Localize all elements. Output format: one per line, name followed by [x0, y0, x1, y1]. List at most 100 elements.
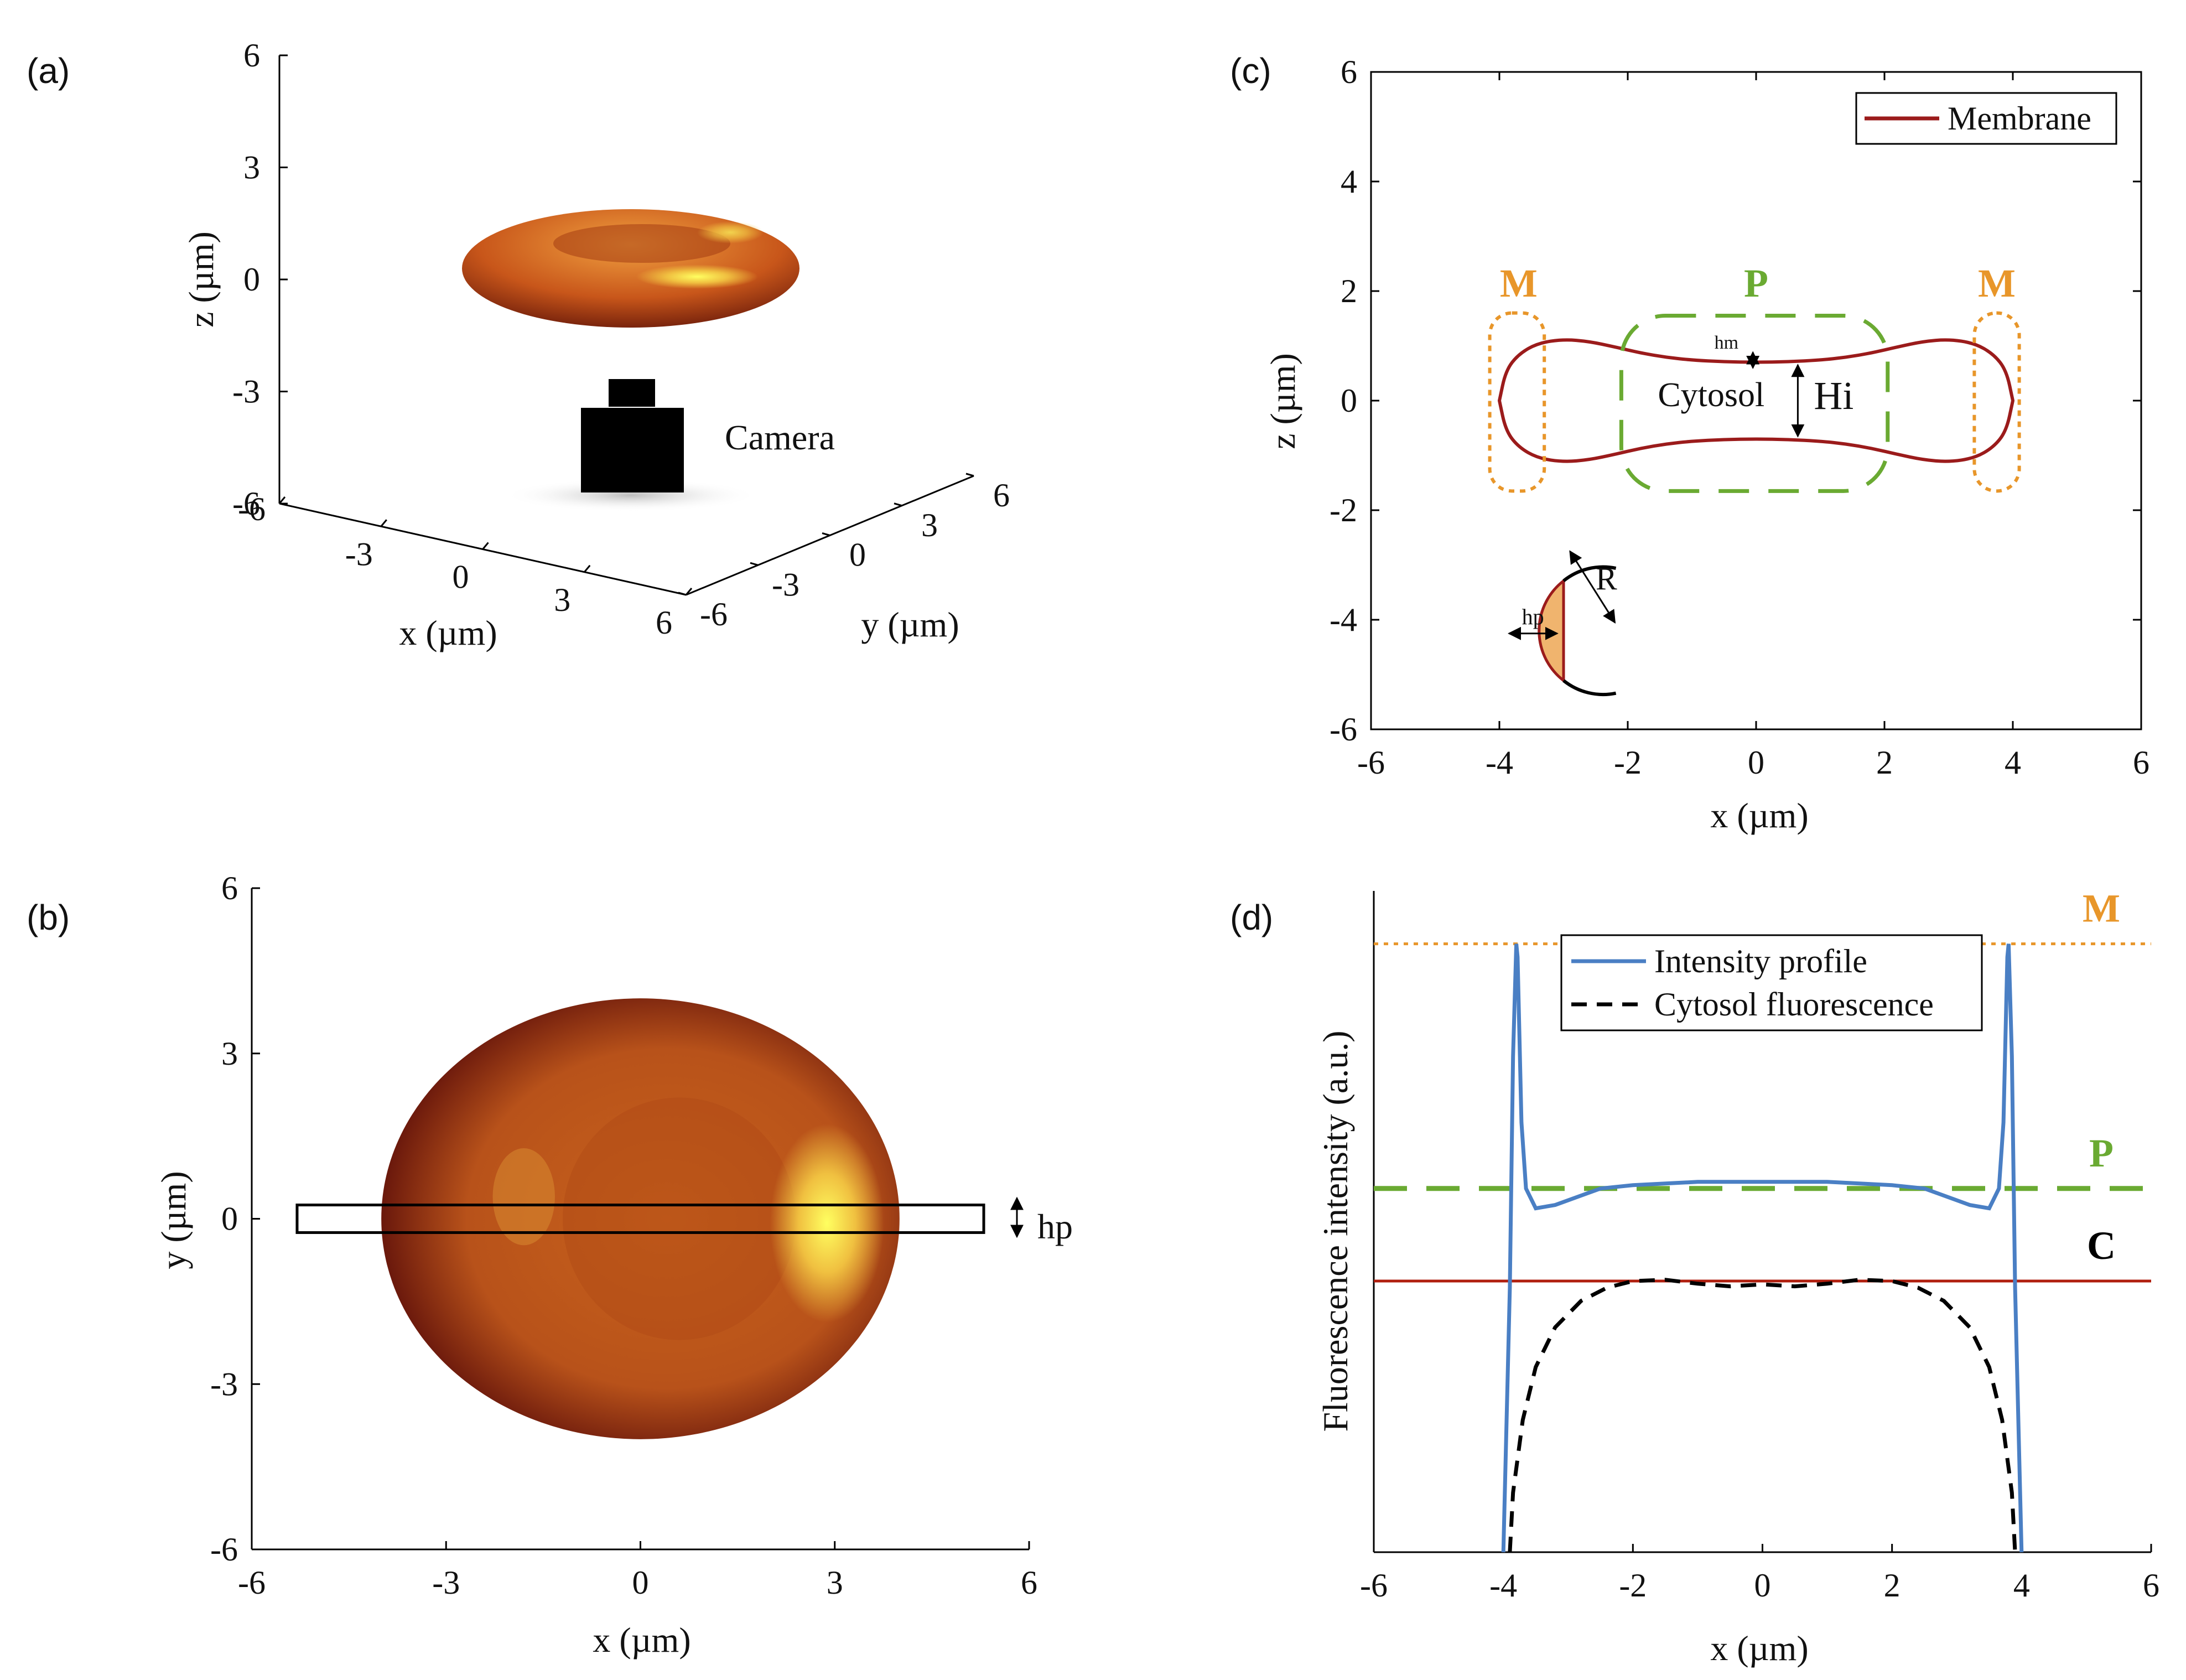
z-tick-label: 6 [243, 37, 260, 74]
intensity-profile-line [1501, 943, 2024, 1553]
plot-c: -6 -4 -2 0 2 4 6 6 4 2 0 -2 -4 -6 M M P Cytosol Hi hm Rhp Mem… [1330, 54, 2149, 781]
cell-dimple [553, 224, 730, 263]
x-tick-label: 0 [1754, 1567, 1771, 1604]
reference-label-c: C [2087, 1223, 2116, 1268]
x-ticks: -6 -3 0 3 6 [238, 491, 693, 641]
imaging-slab-rect [295, 1204, 985, 1234]
y-tick-mark [750, 562, 759, 566]
panel-d: (d) -6 -4 -2 0 2 4 6 M P C Intensity profile Cytoso… [1230, 886, 2159, 1668]
y-ticks: -6 -3 0 3 6 [678, 473, 1010, 632]
x-tick-mark [584, 564, 591, 573]
panel-label-c: (c) [1230, 51, 1271, 91]
y-tick-label: -6 [210, 1531, 238, 1568]
x-tick-mark [278, 496, 286, 504]
y-tick-mark [678, 592, 687, 596]
y-axis-label: y (µm) [154, 1171, 193, 1269]
y-tick-label: 6 [993, 477, 1010, 514]
x-axis-label: x (µm) [399, 613, 497, 652]
y-tick-label: 3 [221, 1035, 238, 1072]
cap-fill [1538, 578, 1565, 683]
y-tick-label: 0 [221, 1201, 238, 1237]
y-tick-mark [894, 502, 902, 507]
panel-label-d: (d) [1230, 898, 1273, 937]
x-tick-mark [380, 519, 387, 527]
x-tick-label: 4 [2005, 744, 2021, 781]
x-tick-label: 6 [656, 604, 672, 641]
z-axis-label: z (µm) [181, 231, 221, 328]
x-tick-label: 3 [554, 582, 570, 618]
y-axis-label: y (µm) [861, 605, 959, 644]
y-tick-label: 0 [849, 537, 866, 573]
legend-box [1560, 934, 1983, 1031]
panel-label-b: (b) [27, 898, 70, 937]
panel-label-a: (a) [27, 51, 70, 91]
y-tick-label: -3 [772, 566, 799, 603]
z-tick-label: -3 [232, 374, 260, 410]
x-tick-label: -3 [345, 536, 373, 572]
z-tick-label: -6 [232, 485, 260, 522]
x-tick-label: -3 [432, 1564, 460, 1601]
y-tick-label: 6 [221, 870, 238, 906]
cell-highlight [770, 1124, 884, 1323]
x-tick-label: 6 [2143, 1567, 2159, 1604]
x-tick-label: 0 [1748, 744, 1764, 781]
x-tick-label: 0 [632, 1564, 649, 1601]
x-tick-label: 0 [453, 559, 469, 595]
y-axis-label: Fluorescence intensity (a.u.) [1316, 1030, 1355, 1432]
x-tick-label: -6 [238, 491, 266, 527]
y-tick-label: -3 [210, 1366, 238, 1402]
x-tick-label: -2 [1614, 744, 1642, 781]
x-tick-label: -2 [1619, 1567, 1647, 1604]
y-tick-label: -4 [1330, 602, 1357, 638]
plot-d: -6 -4 -2 0 2 4 6 M P C Intensity profile Cytosol fl… [1360, 886, 2159, 1604]
panel-b: (b) -6 -3 0 3 6 6 3 0 -3 -6 y (µm) x (µm) hp [27, 870, 1073, 1660]
reference-label-m: M [2083, 886, 2120, 931]
x-tick-label: 2 [1876, 744, 1893, 781]
x-tick-label: -6 [238, 1564, 266, 1601]
region-p-label: P [1744, 261, 1768, 305]
hp-label: hp [1522, 604, 1544, 629]
x-tick-mark [482, 542, 489, 550]
x-tick-label: 2 [1884, 1567, 1901, 1604]
x-tick-label: -4 [1489, 1567, 1517, 1604]
cell-highlight-2 [697, 221, 764, 243]
sphere-arc-bottom [1562, 679, 1617, 697]
y-axis-label: z (µm) [1263, 353, 1302, 449]
y-tick-label: -6 [700, 596, 728, 632]
x-axis-label: x (µm) [593, 1620, 690, 1660]
plot-b: -6 -3 0 3 6 6 3 0 -3 -6 [210, 870, 1037, 1601]
cell-patch [492, 1148, 555, 1246]
y-tick-label: -2 [1330, 492, 1357, 528]
hi-label: Hi [1814, 374, 1853, 418]
y-tick-label: 3 [921, 507, 938, 543]
camera-icon [581, 408, 684, 492]
panel-c: (c) -6 -4 -2 0 2 4 6 6 4 2 0 -2 -4 -6 M M P Cytosol Hi hm Rh… [1230, 51, 2149, 835]
red-blood-cell-top-view [381, 998, 900, 1439]
x-tick-mark [685, 588, 693, 595]
r-label: R [1596, 561, 1617, 597]
r-arrow [1569, 550, 1616, 624]
cell-center-dimple [563, 1097, 796, 1340]
legend-label-intensity: Intensity profile [1654, 943, 1867, 979]
y-tick-label: 2 [1341, 273, 1357, 309]
x-tick-label: -4 [1486, 744, 1513, 781]
hm-label: hm [1715, 333, 1738, 353]
camera-lens [609, 379, 655, 407]
camera-shadow [503, 479, 758, 512]
region-m-right [1972, 311, 2021, 493]
y-tick-label: -6 [1330, 711, 1357, 748]
z-ticks: 6 3 0 -3 -6 [232, 37, 288, 522]
region-m-label-left: M [1500, 261, 1538, 305]
region-m-left [1488, 311, 1546, 493]
x-tick-label: 6 [1021, 1564, 1037, 1601]
x-axis-label: x (µm) [1710, 796, 1808, 835]
cytosol-fluorescence-line [1508, 1278, 2017, 1553]
y-tick-label: 0 [1341, 382, 1357, 419]
x-tick-label: 4 [2013, 1567, 2030, 1604]
x-tick-label: -6 [1360, 1567, 1388, 1604]
camera-label: Camera [725, 418, 835, 457]
y-tick-label: 4 [1341, 163, 1357, 200]
y-tick-mark [822, 532, 830, 536]
cell-highlight [636, 265, 758, 289]
